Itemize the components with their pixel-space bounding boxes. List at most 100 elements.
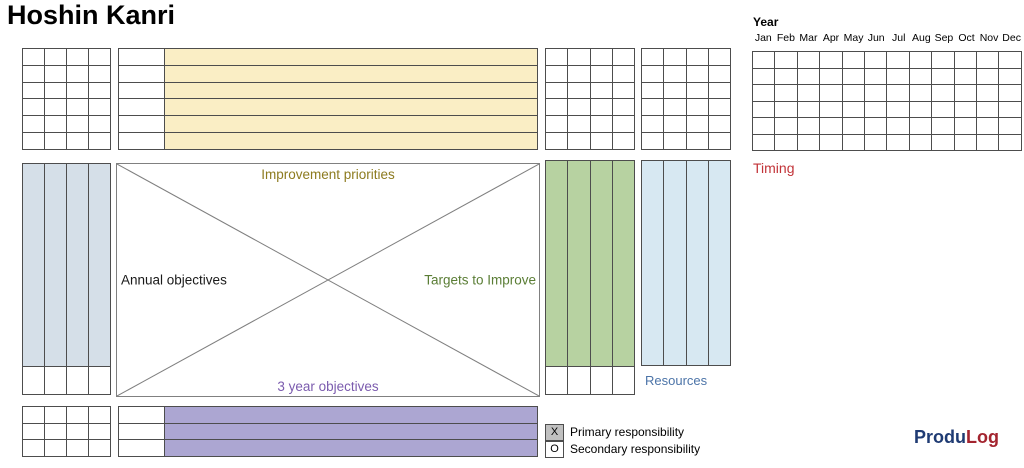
grid-cell[interactable] [998, 84, 1022, 102]
grid-cell[interactable] [164, 439, 538, 457]
grid-cell[interactable] [864, 51, 888, 69]
grid-cell[interactable] [796, 117, 821, 135]
grid-cell[interactable] [707, 81, 732, 100]
grid-cell[interactable] [819, 84, 843, 102]
grid-cell[interactable] [953, 117, 978, 135]
grid-cell[interactable] [118, 115, 165, 134]
grid-cell[interactable] [841, 133, 866, 151]
grid-cell[interactable] [685, 115, 709, 134]
grid-cell[interactable] [931, 117, 955, 135]
grid-cell[interactable] [640, 160, 665, 366]
grid-cell[interactable] [22, 115, 45, 134]
grid-cell[interactable] [685, 64, 709, 83]
grid-cell[interactable] [707, 98, 732, 117]
grid-cell[interactable] [44, 366, 67, 395]
grid-cell[interactable] [663, 115, 687, 134]
grid-cell[interactable] [44, 406, 67, 424]
grid-cell[interactable] [707, 160, 732, 366]
grid-cell[interactable] [864, 133, 888, 151]
grid-cell[interactable] [164, 48, 538, 66]
grid-cell[interactable] [66, 366, 89, 395]
grid-cell[interactable] [544, 48, 569, 66]
grid-cell[interactable] [567, 64, 591, 83]
grid-cell[interactable] [66, 98, 89, 117]
grid-cell[interactable] [886, 84, 910, 102]
grid-cell[interactable] [640, 98, 665, 117]
grid-cell[interactable] [544, 115, 569, 134]
grid-cell[interactable] [544, 366, 569, 395]
grid-cell[interactable] [774, 117, 798, 135]
grid-cell[interactable] [589, 366, 613, 395]
grid-cell[interactable] [953, 100, 978, 118]
grid-cell[interactable] [685, 98, 709, 117]
grid-cell[interactable] [976, 51, 1000, 69]
grid-cell[interactable] [886, 117, 910, 135]
grid-cell[interactable] [611, 64, 636, 83]
grid-cell[interactable] [88, 406, 111, 424]
grid-cell[interactable] [908, 67, 933, 85]
grid-cell[interactable] [751, 67, 776, 85]
grid-cell[interactable] [663, 48, 687, 66]
grid-cell[interactable] [88, 115, 111, 134]
grid-cell[interactable] [66, 439, 89, 457]
grid-cell[interactable] [22, 98, 45, 117]
grid-cell[interactable] [841, 100, 866, 118]
grid-cell[interactable] [908, 100, 933, 118]
grid-cell[interactable] [976, 133, 1000, 151]
grid-cell[interactable] [88, 422, 111, 441]
grid-cell[interactable] [685, 48, 709, 66]
grid-cell[interactable] [841, 117, 866, 135]
grid-cell[interactable] [976, 67, 1000, 85]
grid-cell[interactable] [908, 133, 933, 151]
grid-cell[interactable] [774, 133, 798, 151]
grid-cell[interactable] [796, 67, 821, 85]
grid-cell[interactable] [953, 51, 978, 69]
grid-cell[interactable] [589, 64, 613, 83]
grid-cell[interactable] [88, 132, 111, 150]
grid-cell[interactable] [44, 422, 67, 441]
grid-cell[interactable] [611, 160, 636, 367]
grid-cell[interactable] [976, 117, 1000, 135]
grid-cell[interactable] [66, 48, 89, 66]
grid-cell[interactable] [953, 133, 978, 151]
grid-cell[interactable] [589, 115, 613, 134]
grid-cell[interactable] [44, 48, 67, 66]
grid-cell[interactable] [589, 98, 613, 117]
grid-cell[interactable] [22, 64, 45, 83]
grid-cell[interactable] [567, 81, 591, 100]
grid-cell[interactable] [44, 115, 67, 134]
grid-cell[interactable] [88, 439, 111, 457]
grid-cell[interactable] [841, 51, 866, 69]
grid-cell[interactable] [640, 132, 665, 150]
grid-cell[interactable] [22, 422, 45, 441]
grid-cell[interactable] [796, 84, 821, 102]
grid-cell[interactable] [118, 48, 165, 66]
grid-cell[interactable] [886, 133, 910, 151]
grid-cell[interactable] [22, 163, 45, 367]
grid-cell[interactable] [611, 81, 636, 100]
grid-cell[interactable] [908, 117, 933, 135]
grid-cell[interactable] [796, 100, 821, 118]
grid-cell[interactable] [611, 115, 636, 134]
grid-cell[interactable] [164, 98, 538, 117]
grid-cell[interactable] [886, 100, 910, 118]
grid-cell[interactable] [796, 51, 821, 69]
grid-cell[interactable] [44, 98, 67, 117]
grid-cell[interactable] [118, 439, 165, 457]
grid-cell[interactable] [567, 132, 591, 150]
grid-cell[interactable] [998, 100, 1022, 118]
grid-cell[interactable] [44, 64, 67, 83]
grid-cell[interactable] [567, 48, 591, 66]
grid-cell[interactable] [88, 163, 111, 367]
grid-cell[interactable] [611, 48, 636, 66]
grid-cell[interactable] [164, 132, 538, 150]
grid-cell[interactable] [931, 133, 955, 151]
grid-cell[interactable] [118, 422, 165, 441]
grid-cell[interactable] [819, 51, 843, 69]
grid-cell[interactable] [707, 132, 732, 150]
grid-cell[interactable] [707, 115, 732, 134]
grid-cell[interactable] [118, 406, 165, 424]
grid-cell[interactable] [707, 48, 732, 66]
grid-cell[interactable] [544, 160, 569, 367]
grid-cell[interactable] [663, 132, 687, 150]
